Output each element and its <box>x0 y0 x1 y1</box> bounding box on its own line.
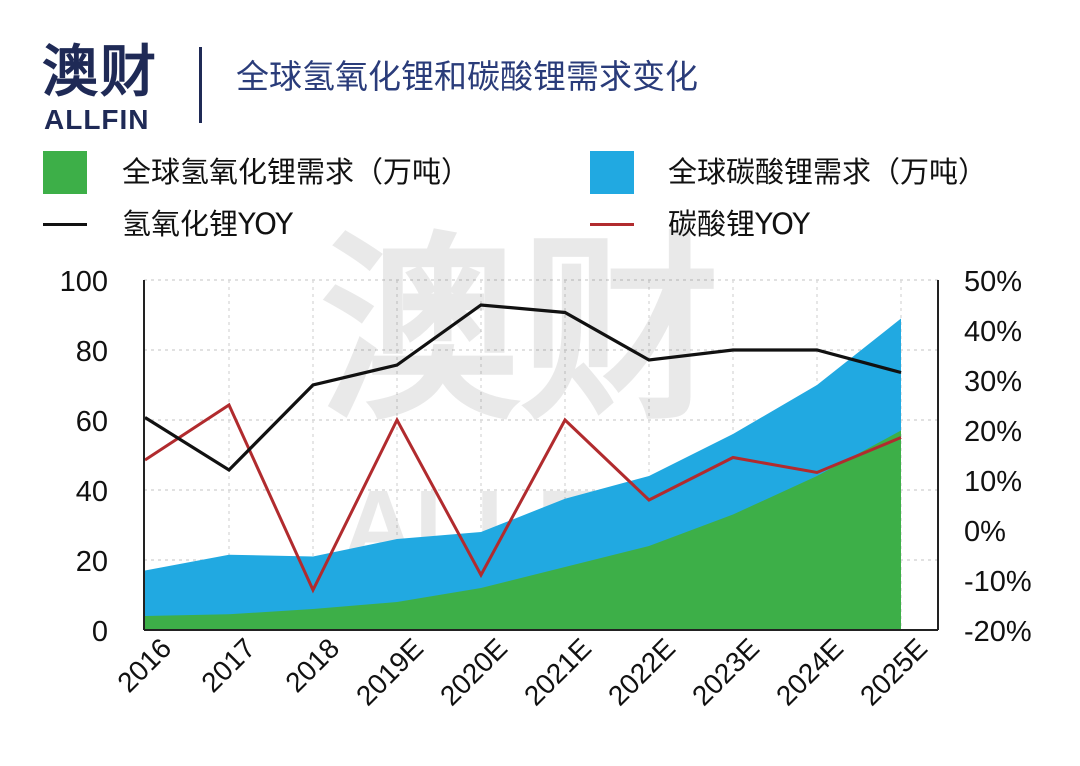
left-tick-label: 60 <box>76 406 108 438</box>
legend-label-li2co3-yoy: 碳酸锂YOY <box>668 207 811 241</box>
line-lioh-yoy <box>144 303 902 473</box>
watermark-chinese: 澳财 <box>320 215 720 448</box>
line-li2co3-yoy <box>144 402 902 594</box>
legend-swatch-lioh <box>43 151 87 194</box>
right-tick-label: 20% <box>964 416 1022 448</box>
left-tick-label: 100 <box>60 266 108 298</box>
legend-label-lioh-yoy: 氢氧化锂YOY <box>122 207 294 241</box>
left-tick-label: 80 <box>76 336 108 368</box>
x-tick-label: 2022E <box>602 632 681 711</box>
x-tick-label: 2018 <box>279 632 345 698</box>
area-series <box>145 318 901 630</box>
area-lioh-demand <box>145 430 901 630</box>
right-tick-label: 0% <box>964 516 1006 548</box>
right-tick-label: -20% <box>964 616 1032 648</box>
legend-swatch-li2co3 <box>590 151 634 194</box>
right-tick-label: -10% <box>964 566 1032 598</box>
x-tick-label: 2024E <box>770 632 849 711</box>
logo-chinese-text: 澳财 <box>42 40 158 105</box>
left-tick-label: 40 <box>76 476 108 508</box>
x-tick-label: 2021E <box>518 632 597 711</box>
header-divider <box>199 47 202 123</box>
legend-label-lioh: 全球氢氧化锂需求（万吨） <box>122 155 471 189</box>
line-series <box>144 303 902 594</box>
right-tick-label: 10% <box>964 466 1022 498</box>
x-tick-label: 2019E <box>350 632 429 711</box>
legend-label-li2co3: 全球碳酸锂需求（万吨） <box>668 155 988 189</box>
legend-line-li2co3-yoy <box>590 223 634 226</box>
x-tick-label: 2023E <box>686 632 765 711</box>
chart-title: 全球氢氧化锂和碳酸锂需求变化 <box>236 57 698 96</box>
legend-line-lioh-yoy <box>43 223 87 226</box>
axes <box>143 280 939 631</box>
right-tick-label: 40% <box>964 316 1022 348</box>
left-tick-label: 20 <box>76 546 108 578</box>
x-tick-label: 2016 <box>111 632 177 698</box>
logo-english-text: ALLFIN <box>44 104 150 135</box>
left-tick-label: 0 <box>92 616 108 648</box>
brand-logo: 澳财 ALLFIN <box>42 40 172 135</box>
right-tick-label: 50% <box>964 266 1022 298</box>
right-tick-label: 30% <box>964 366 1022 398</box>
x-tick-label: 2025E <box>854 632 933 711</box>
x-tick-label: 2017 <box>195 632 261 698</box>
x-tick-label: 2020E <box>434 632 513 711</box>
